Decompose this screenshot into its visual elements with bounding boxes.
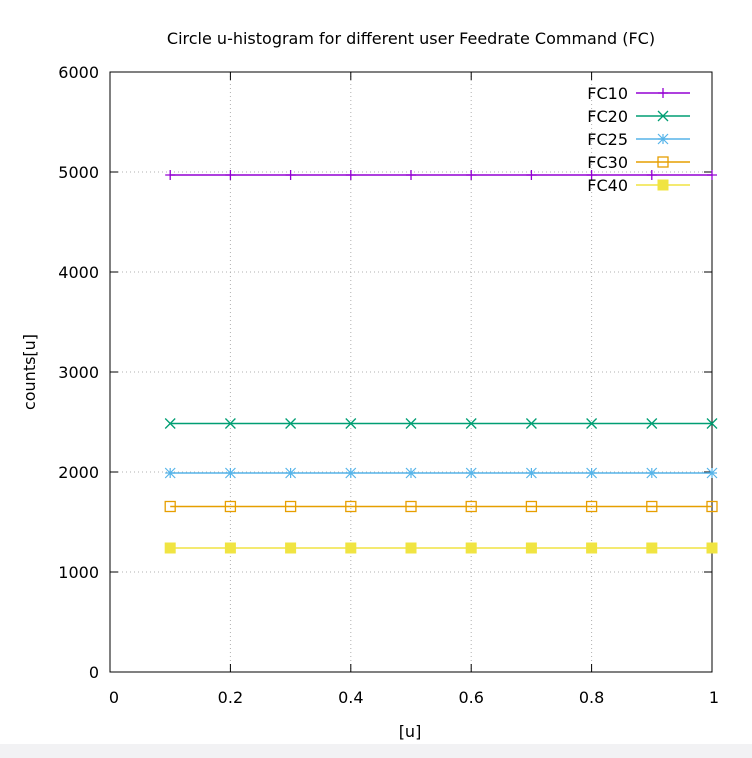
data-point [525, 542, 537, 554]
data-point [285, 542, 297, 554]
y-tick-label: 5000 [58, 163, 99, 182]
legend-label: FC30 [587, 153, 628, 172]
y-axis-label: counts[u] [20, 334, 39, 410]
legend-label: FC10 [587, 84, 628, 103]
data-point [164, 542, 176, 554]
legend-label: FC20 [587, 107, 628, 126]
series-fc25 [164, 467, 718, 479]
data-point [525, 500, 538, 513]
axis-ticks [109, 71, 713, 673]
data-point [405, 467, 417, 479]
series-fc40 [164, 542, 718, 554]
data-point [586, 418, 598, 429]
data-point [405, 542, 417, 554]
legend-entry-fc10: FC10 [587, 84, 690, 103]
y-tick-label: 0 [89, 663, 99, 682]
data-point [345, 170, 356, 180]
y-tick-label: 6000 [58, 63, 99, 82]
data-point [585, 500, 598, 513]
x-tick-label: 1 [709, 688, 719, 707]
data-point [586, 542, 598, 554]
data-point [345, 418, 357, 429]
y-tick-label: 4000 [58, 263, 99, 282]
data-point [646, 418, 658, 429]
data-point [646, 467, 658, 479]
data-point [224, 500, 237, 513]
data-point [164, 418, 176, 429]
data-point [706, 467, 718, 479]
data-point [465, 500, 477, 513]
data-point [284, 500, 297, 513]
x-tick-label: 0.8 [579, 688, 604, 707]
data-point [657, 133, 669, 145]
data-point [706, 542, 718, 554]
legend: FC10 FC20 FC25 FC30 FC40 [587, 84, 690, 195]
y-tick-label: 2000 [58, 463, 99, 482]
data-point [224, 467, 236, 479]
data-point [707, 170, 717, 180]
data-point [285, 170, 296, 180]
data-point [706, 500, 718, 513]
y-tick-label: 1000 [58, 563, 99, 582]
legend-label: FC40 [587, 176, 628, 195]
data-point [657, 156, 669, 168]
data-point [405, 418, 417, 429]
x-axis-label: [u] [399, 722, 422, 741]
data-point [466, 170, 477, 180]
data-point [586, 170, 597, 180]
x-tick-label: 0 [109, 688, 119, 707]
data-point [405, 500, 417, 513]
data-point [345, 542, 357, 554]
series-fc30 [164, 500, 718, 513]
legend-entry-fc25: FC25 [587, 130, 690, 149]
data-point [657, 110, 669, 122]
series-fc10 [165, 170, 717, 180]
data-point [646, 500, 658, 513]
legend-label: FC25 [587, 130, 628, 149]
series-fc20 [164, 418, 718, 429]
data-point [164, 467, 176, 479]
data-point [646, 542, 658, 554]
legend-entry-fc30: FC30 [587, 153, 690, 172]
data-point [285, 418, 297, 429]
data-point [345, 500, 357, 513]
data-point [465, 418, 477, 429]
data-point [657, 179, 669, 191]
data-point [465, 542, 477, 554]
data-point [586, 467, 598, 479]
data-point [164, 500, 176, 513]
data-point [165, 170, 176, 180]
data-point [706, 418, 718, 429]
data-point [646, 170, 657, 180]
legend-entry-fc40: FC40 [587, 176, 690, 195]
y-tick-label: 3000 [58, 363, 99, 382]
data-point [225, 170, 236, 180]
data-point [465, 467, 477, 479]
data-point [525, 418, 537, 429]
data-point [224, 542, 236, 554]
x-tick-label: 0.4 [338, 688, 363, 707]
data-point [526, 170, 537, 180]
legend-entry-fc20: FC20 [587, 107, 690, 126]
data-point [285, 467, 297, 479]
chart-title: Circle u-histogram for different user Fe… [167, 29, 655, 48]
data-point [406, 170, 416, 180]
data-point [345, 467, 357, 479]
axis-tick-labels: 0 0.2 0.4 0.6 0.8 1 0 1000 2000 3000 4000 5000 6000 [58, 63, 719, 707]
data-point [525, 467, 537, 479]
series-layer [164, 170, 718, 554]
data-point [658, 88, 668, 98]
footer-strip [0, 744, 752, 758]
x-tick-label: 0.2 [218, 688, 243, 707]
data-point [224, 418, 236, 429]
x-tick-label: 0.6 [458, 688, 483, 707]
